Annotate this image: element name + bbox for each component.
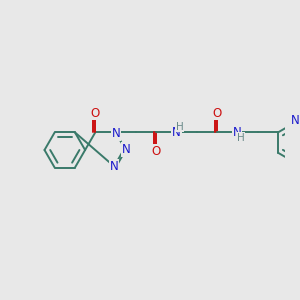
Text: H: H (237, 133, 244, 143)
Text: N: N (112, 127, 121, 140)
Text: O: O (91, 107, 100, 120)
Text: N: N (172, 126, 181, 139)
Text: N: N (233, 126, 242, 139)
Text: H: H (176, 122, 184, 132)
Text: O: O (152, 145, 161, 158)
Text: N: N (291, 114, 300, 128)
Text: N: N (122, 143, 131, 156)
Text: O: O (212, 107, 222, 120)
Text: N: N (110, 160, 118, 173)
